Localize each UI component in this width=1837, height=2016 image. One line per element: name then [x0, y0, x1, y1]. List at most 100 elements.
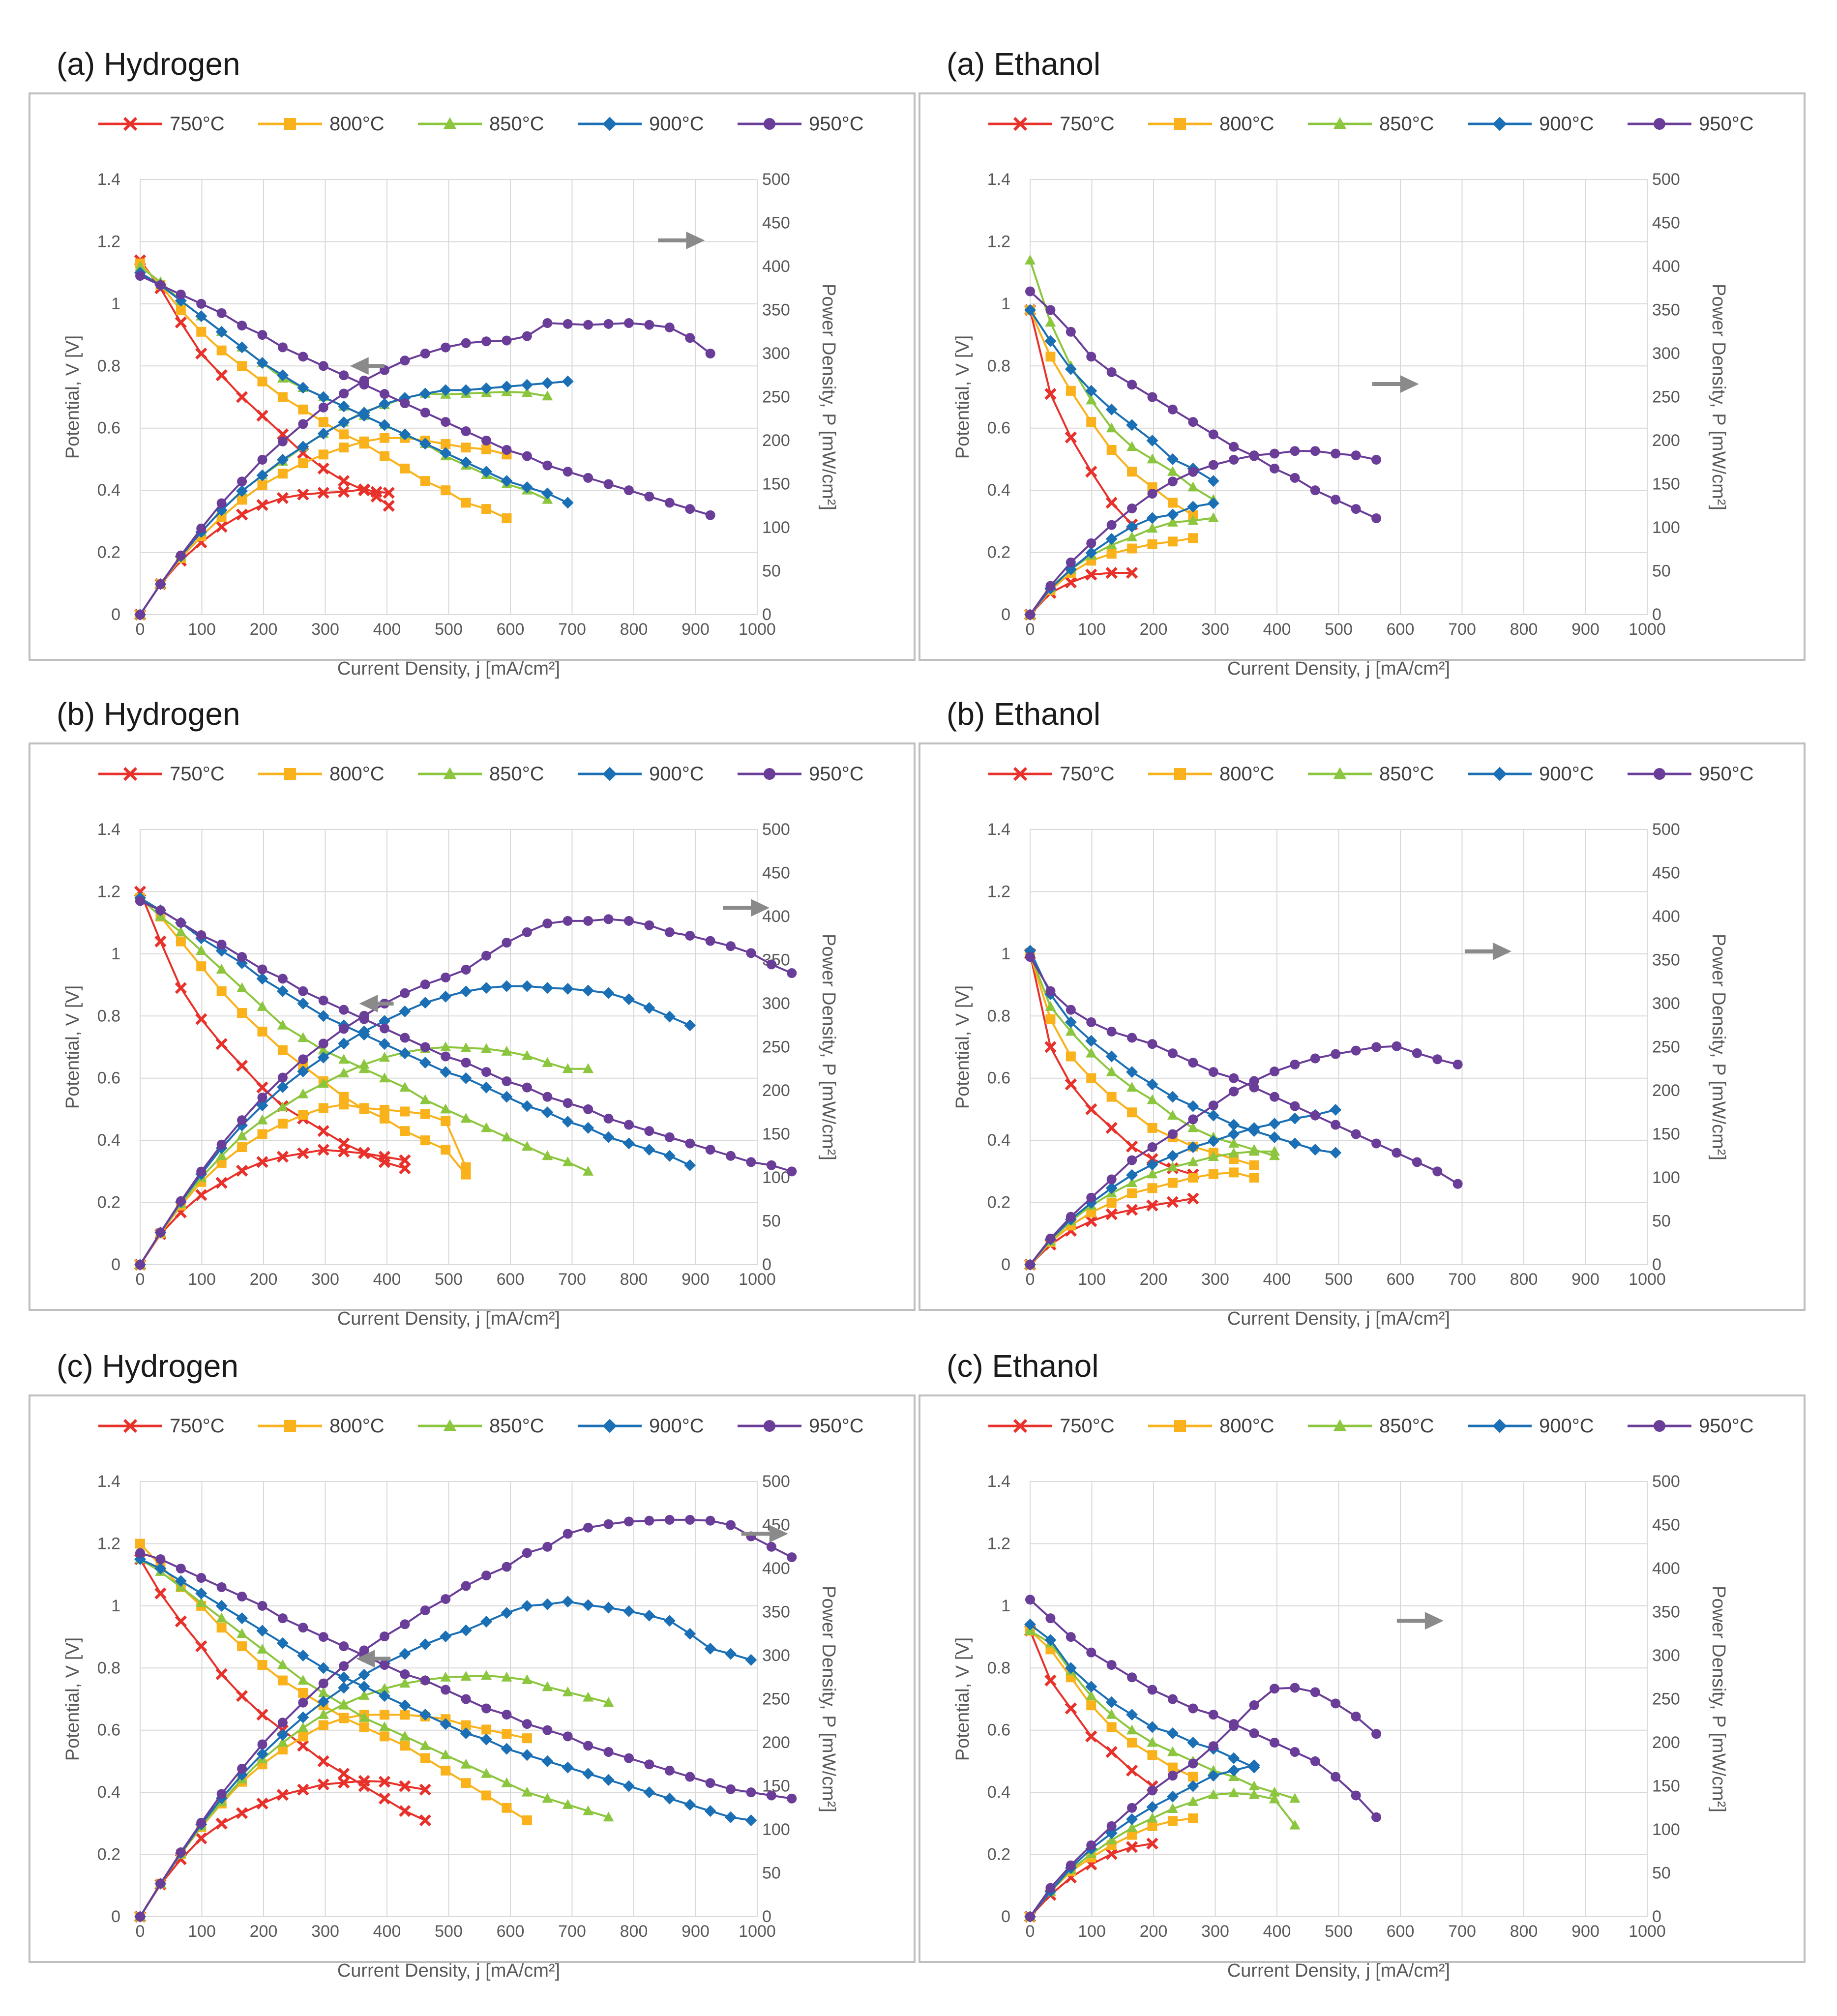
power-point-800c: [1147, 1821, 1157, 1831]
potential-point-950c: [1127, 1033, 1137, 1043]
x-tick-label: 800: [1510, 1922, 1538, 1941]
power-point-750c-stroke-2: [1146, 1838, 1158, 1850]
power-point-950c: [196, 523, 207, 534]
potential-point-750c-stroke-2: [276, 428, 289, 441]
potential-point-900c: [1187, 1737, 1199, 1749]
legend-label: 950°C: [1699, 1415, 1754, 1437]
power-point-950c: [1025, 1260, 1035, 1270]
potential-point-950c: [1127, 380, 1137, 390]
potential-point-750c: [1085, 1103, 1097, 1116]
power-point-800c: [298, 1110, 308, 1120]
legend-marker-stroke-2: [1013, 767, 1028, 781]
y-axis-title: Potential, V [V]: [952, 985, 973, 1109]
potential-point-850c: [399, 1082, 411, 1092]
y2-tick-label: 300: [762, 1646, 790, 1665]
power-point-950c: [1167, 476, 1178, 487]
y-tick-label: 0.8: [987, 1007, 1010, 1025]
x-tick-label: 100: [1078, 1922, 1106, 1941]
power-point-950c: [461, 964, 471, 975]
potential-point-800c: [277, 1045, 288, 1055]
potential-point-900c: [562, 497, 574, 509]
x-tick-label: 100: [188, 620, 216, 639]
power-point-750c-stroke-2: [317, 1778, 329, 1791]
power-point-950c: [1188, 467, 1198, 477]
potential-point-800c: [420, 476, 430, 486]
power-point-900c: [541, 1598, 554, 1610]
y-tick-label: 0.2: [97, 543, 120, 562]
power-point-950c: [1351, 450, 1361, 461]
y2-tick-label: 350: [762, 301, 790, 320]
potential-point-900c: [684, 1799, 696, 1811]
x-tick-label: 900: [1571, 1270, 1600, 1289]
power-line-950c: [1029, 1045, 1458, 1266]
power-point-850c: [277, 1101, 288, 1112]
power-point-750c-stroke-2: [358, 483, 370, 496]
power-point-800c: [216, 512, 227, 522]
legend-label: 850°C: [489, 1415, 544, 1437]
potential-point-900c: [419, 1057, 431, 1069]
power-point-950c: [339, 1024, 349, 1034]
potential-point-850c: [542, 1793, 553, 1803]
power-point-750c-stroke-2: [215, 521, 228, 533]
panel-frame: [918, 742, 1806, 1311]
potential-point-750c: [297, 1740, 309, 1752]
potential-point-900c: [663, 1150, 676, 1162]
potential-point-800c: [400, 1126, 410, 1136]
potential-point-900c: [399, 428, 411, 441]
power-point-750c: [1105, 1848, 1118, 1860]
potential-point-900c: [297, 1650, 309, 1661]
y2-tick-label: 50: [1652, 1212, 1671, 1231]
potential-point-950c: [1147, 1039, 1157, 1049]
power-point-750c: [1146, 1199, 1158, 1212]
power-point-950c: [1331, 1698, 1341, 1709]
power-point-850c: [542, 1681, 553, 1691]
potential-point-950c: [1106, 367, 1117, 377]
y-tick-label: 0.4: [97, 1131, 120, 1150]
potential-point-950c: [339, 370, 349, 381]
power-point-900c: [1146, 1158, 1158, 1171]
legend-label: 850°C: [489, 763, 544, 785]
potential-point-900c: [175, 1575, 187, 1587]
potential-point-950c: [461, 1058, 471, 1068]
power-point-950c: [623, 318, 634, 328]
potential-point-800c: [522, 1815, 532, 1826]
potential-point-950c: [318, 995, 328, 1006]
potential-point-900c: [1228, 1752, 1240, 1764]
y-tick-label: 0.2: [987, 543, 1010, 562]
potential-point-750c-stroke-2: [154, 935, 167, 948]
y2-tick-label: 100: [1652, 1168, 1680, 1187]
legend-item-950c: 950°C: [1628, 1415, 1754, 1437]
potential-point-800c: [277, 1675, 288, 1686]
potential-point-900c: [1065, 363, 1077, 375]
potential-point-950c: [420, 408, 430, 418]
potential-point-900c: [276, 1637, 289, 1649]
power-point-850c: [1208, 512, 1219, 523]
y-tick-label: 0.2: [987, 1845, 1010, 1864]
potential-point-750c: [1065, 431, 1077, 444]
power-point-950c: [1025, 610, 1035, 620]
potential-point-750c-stroke-2: [215, 369, 228, 382]
potential-point-950c: [1045, 986, 1056, 996]
x-tick-label: 500: [1325, 1270, 1353, 1289]
power-point-750c: [276, 1789, 289, 1801]
power-point-950c: [481, 950, 492, 961]
legend-label: 750°C: [170, 113, 225, 135]
potential-point-900c: [399, 1699, 411, 1712]
potential-point-750c-stroke-2: [1044, 1674, 1057, 1687]
legend-item-900c: 900°C: [578, 1415, 704, 1437]
power-point-750c-stroke-2: [317, 1144, 329, 1156]
potential-point-900c: [1187, 1100, 1199, 1112]
legend-item-900c: 900°C: [1468, 1415, 1594, 1437]
potential-point-850c: [257, 1001, 268, 1011]
potential-line-900c: [1029, 309, 1214, 482]
power-point-950c: [1066, 1860, 1076, 1870]
power-point-800c: [1167, 1816, 1178, 1826]
x-tick-label: 700: [558, 1922, 586, 1941]
y-tick-label: 1.2: [97, 882, 120, 901]
potential-point-750c: [317, 1125, 329, 1137]
potential-point-950c: [1086, 352, 1096, 362]
series-800c: [1025, 949, 1259, 1270]
power-point-750c: [1126, 566, 1138, 579]
power-point-950c: [135, 1260, 145, 1270]
potential-point-750c: [317, 462, 329, 475]
